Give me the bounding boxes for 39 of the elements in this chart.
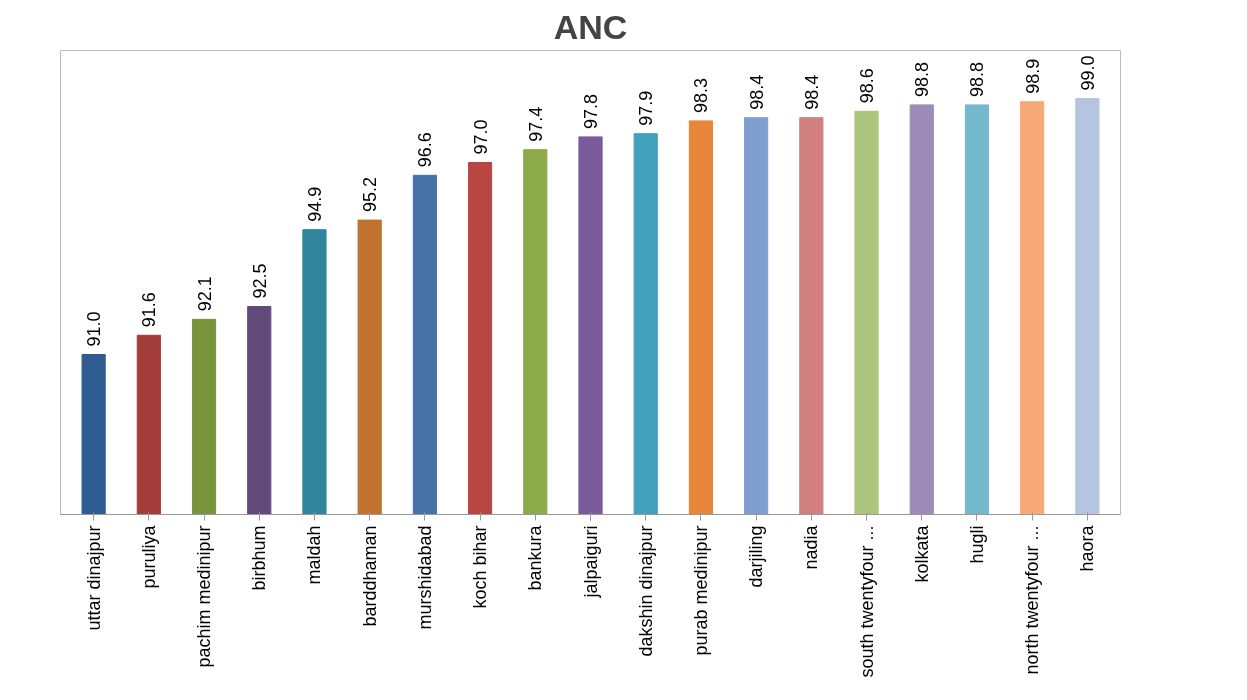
chart-title: ANC bbox=[553, 7, 628, 46]
x-tick-label: dakshin dinajpur bbox=[635, 525, 656, 657]
data-label: 91.0 bbox=[84, 311, 105, 347]
x-tick-label: koch bihar bbox=[470, 525, 491, 609]
x-tick-label: haora bbox=[1077, 524, 1098, 572]
x-tick-label: uttar dinajpur bbox=[83, 525, 104, 631]
x-tick-label: puruliya bbox=[138, 524, 159, 589]
data-label: 98.9 bbox=[1022, 58, 1043, 94]
x-tick-label: jalpaiguri bbox=[580, 525, 601, 599]
x-tick-label: nadia bbox=[801, 524, 822, 570]
x-tick-label: south twentyfour ... bbox=[856, 525, 877, 678]
data-label: 92.1 bbox=[194, 276, 215, 312]
x-tick-label: birbhum bbox=[249, 525, 270, 591]
data-label: 98.3 bbox=[691, 77, 712, 113]
x-tick-label: pachim medinipur bbox=[194, 525, 215, 668]
data-label: 95.2 bbox=[360, 177, 381, 213]
data-label: 96.6 bbox=[415, 132, 436, 168]
x-tick-label: barddhaman bbox=[359, 525, 380, 627]
data-label: 94.9 bbox=[304, 186, 325, 222]
x-tick-label: north twentyfour ... bbox=[1022, 525, 1043, 675]
data-label: 97.0 bbox=[470, 119, 491, 155]
data-label: 98.8 bbox=[967, 61, 988, 97]
data-label: 97.8 bbox=[581, 93, 601, 129]
x-tick-label: maldah bbox=[304, 525, 325, 585]
data-label: 98.4 bbox=[801, 74, 822, 110]
data-label: 97.9 bbox=[636, 90, 657, 126]
x-tick-label: bankura bbox=[525, 524, 546, 591]
data-label: 99.0 bbox=[1077, 55, 1098, 91]
data-label: 97.4 bbox=[525, 106, 546, 142]
data-label: 98.8 bbox=[912, 61, 933, 97]
x-tick-label: darjiling bbox=[746, 525, 767, 588]
x-tick-label: hugli bbox=[966, 525, 987, 564]
data-label: 91.6 bbox=[139, 292, 160, 328]
x-tick-label: kolkata bbox=[911, 524, 932, 583]
data-label: 92.5 bbox=[249, 263, 270, 299]
data-label: 98.4 bbox=[746, 74, 767, 110]
data-label: 98.6 bbox=[857, 68, 878, 104]
x-tick-label: murshidabad bbox=[414, 525, 435, 630]
x-tick-label: purab medinipur bbox=[690, 525, 711, 656]
